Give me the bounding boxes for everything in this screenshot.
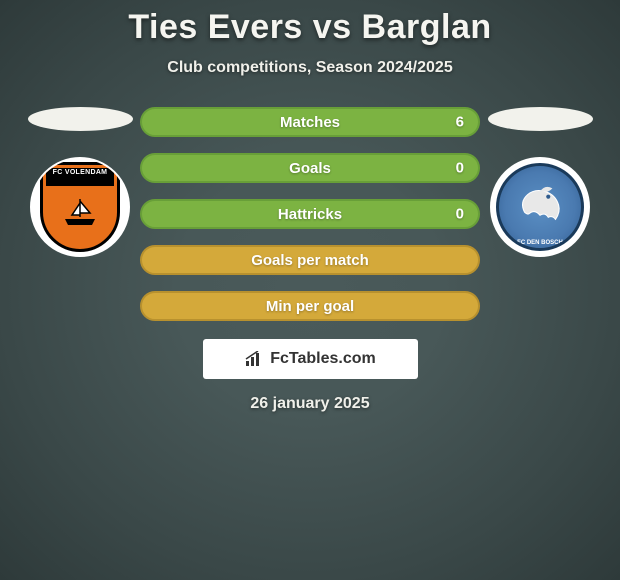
stat-row-hattricks: Hattricks 0 <box>140 199 480 229</box>
circle-icon: FC DEN BOSCH <box>496 163 584 251</box>
right-player-side: FC DEN BOSCH <box>480 107 600 257</box>
chart-icon <box>244 351 264 367</box>
stat-row-gpm: Goals per match <box>140 245 480 275</box>
club-badge-volendam: FC VOLENDAM <box>30 157 130 257</box>
stat-row-mpg: Min per goal <box>140 291 480 321</box>
stat-value: 6 <box>456 114 464 131</box>
stat-label: Hattricks <box>278 206 342 223</box>
stat-value: 0 <box>456 206 464 223</box>
stats-area: FC VOLENDAM Matches 6 Goals 0 Hattricks … <box>0 107 620 321</box>
watermark-text: FcTables.com <box>270 350 376 368</box>
player-silhouette-right <box>488 107 593 131</box>
left-player-side: FC VOLENDAM <box>20 107 140 257</box>
shield-icon: FC VOLENDAM <box>40 162 120 252</box>
stat-label: Goals per match <box>251 252 369 269</box>
club-name-left: FC VOLENDAM <box>43 169 117 176</box>
subtitle: Club competitions, Season 2024/2025 <box>167 59 452 77</box>
footer-date: 26 january 2025 <box>250 395 369 413</box>
club-badge-denbosch: FC DEN BOSCH <box>490 157 590 257</box>
stat-bars: Matches 6 Goals 0 Hattricks 0 Goals per … <box>140 107 480 321</box>
watermark: FcTables.com <box>203 339 418 379</box>
stat-label: Goals <box>289 160 331 177</box>
sailboat-icon <box>60 197 100 227</box>
main-container: Ties Evers vs Barglan Club competitions,… <box>0 0 620 413</box>
stat-label: Min per goal <box>266 298 354 315</box>
player-silhouette-left <box>28 107 133 131</box>
club-name-right: FC DEN BOSCH <box>499 240 581 246</box>
stat-label: Matches <box>280 114 340 131</box>
stat-row-matches: Matches 6 <box>140 107 480 137</box>
stat-row-goals: Goals 0 <box>140 153 480 183</box>
page-title: Ties Evers vs Barglan <box>128 8 491 47</box>
dragon-icon <box>509 176 571 238</box>
stat-value: 0 <box>456 160 464 177</box>
